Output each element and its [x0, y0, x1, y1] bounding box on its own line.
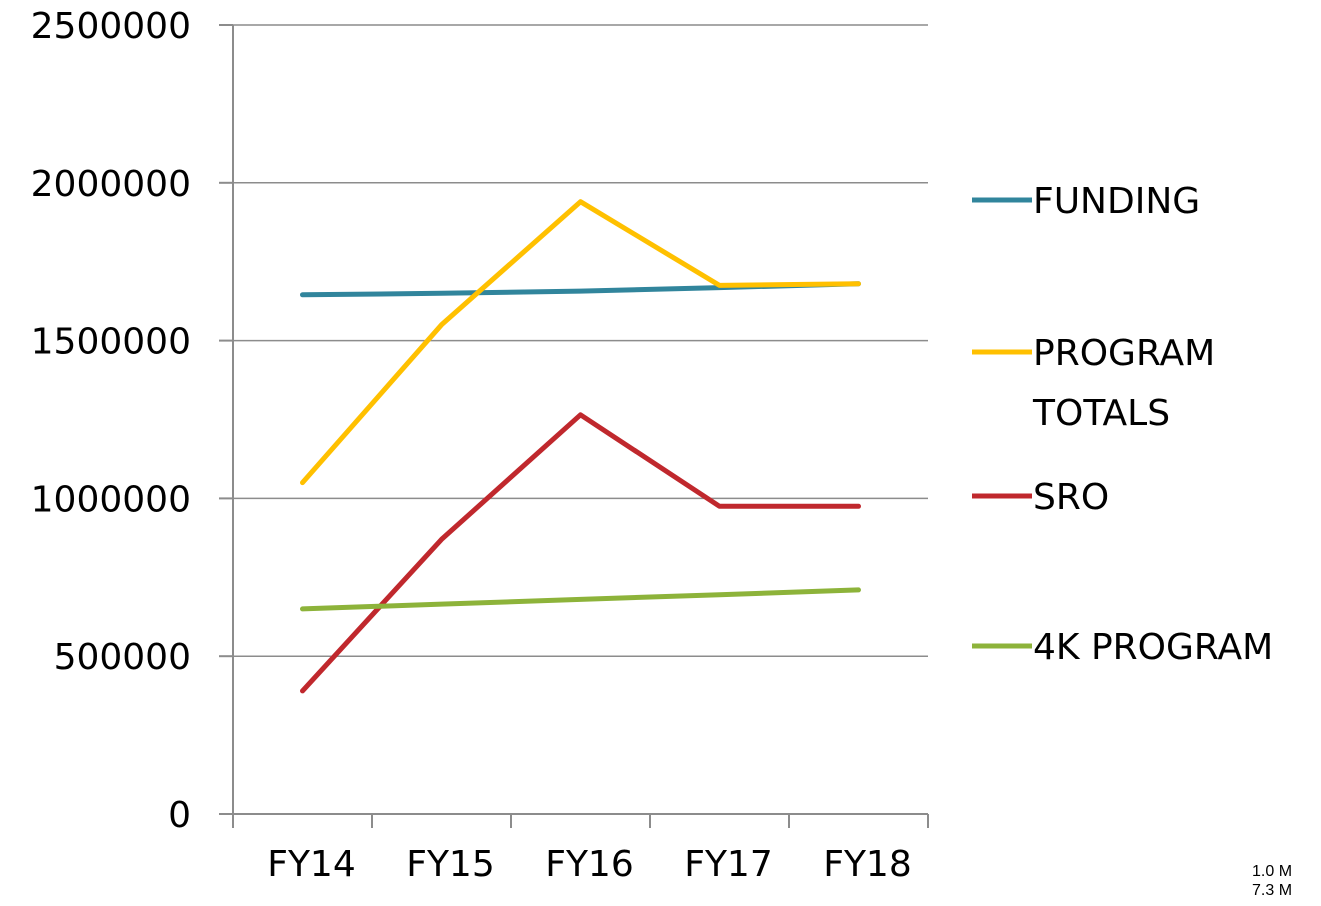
series-line — [300, 412, 861, 694]
legend-label: 4K PROGRAM — [1033, 627, 1273, 668]
legend-label: TOTALS — [1032, 393, 1170, 434]
series-line — [300, 587, 861, 612]
axes — [219, 24, 929, 828]
x-tick-label: FY14 — [267, 844, 356, 885]
y-axis-tick-labels: 0 500000 1000000 1500000 2000000 2500000 — [31, 6, 191, 836]
y-tick-label: 2000000 — [31, 164, 191, 205]
y-tick-label: 1000000 — [31, 479, 191, 520]
corner-note-2: 7.3 M — [1252, 882, 1293, 899]
series-line — [300, 199, 861, 486]
y-tick-label: 500000 — [54, 637, 191, 678]
y-tick-label: 2500000 — [31, 6, 191, 47]
x-tick-label: FY16 — [545, 844, 634, 885]
x-tick-label: FY18 — [823, 844, 912, 885]
legend-label: PROGRAM — [1033, 333, 1215, 374]
gridlines — [233, 24, 928, 657]
x-tick-label: FY15 — [406, 844, 495, 885]
y-tick-label: 0 — [168, 795, 191, 836]
legend-label: FUNDING — [1033, 181, 1200, 222]
corner-note-1: 1.0 M — [1252, 863, 1293, 880]
series-lines — [300, 199, 861, 694]
legend: FUNDING PROGRAM TOTALS SRO 4K PROGRAM — [972, 181, 1273, 668]
x-tick-label: FY17 — [684, 844, 773, 885]
legend-label: SRO — [1033, 477, 1109, 518]
x-axis-tick-labels: FY14 FY15 FY16 FY17 FY18 — [267, 844, 912, 885]
y-tick-label: 1500000 — [31, 322, 191, 363]
